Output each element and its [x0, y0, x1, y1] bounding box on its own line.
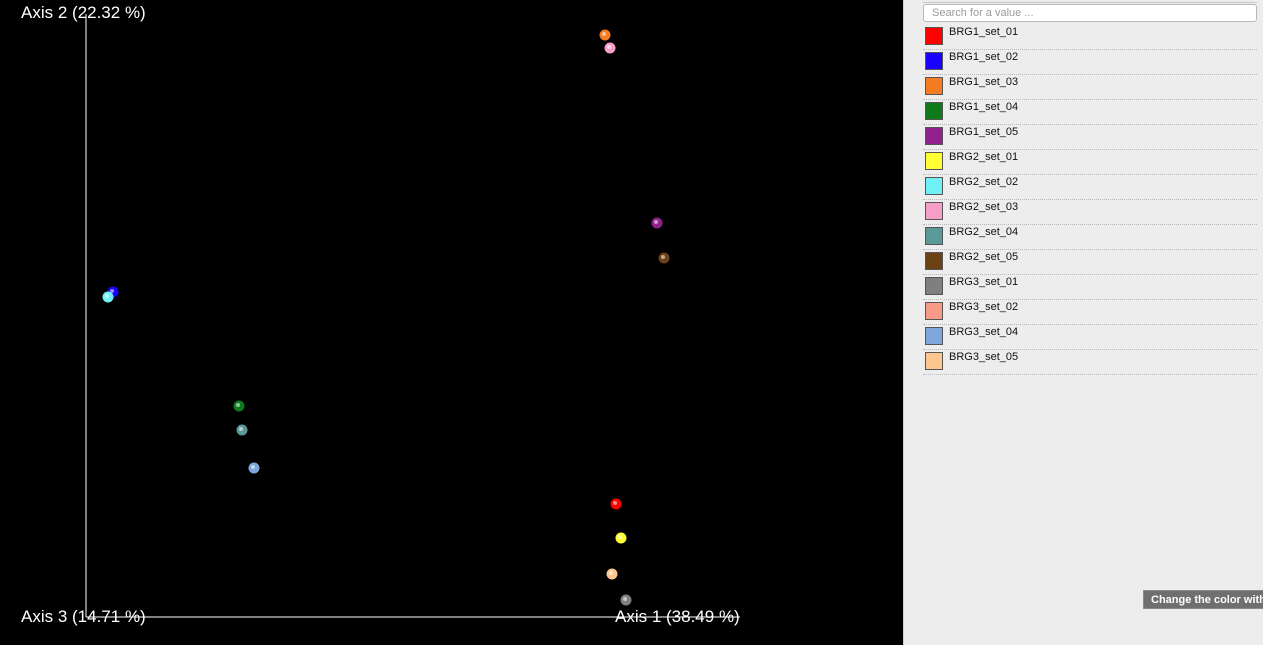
legend-label: BRG2_set_05 [949, 251, 1019, 263]
sample-point-highlight [236, 403, 240, 407]
legend-row[interactable]: BRG2_set_01 [923, 150, 1257, 175]
sample-point-highlight [623, 597, 627, 601]
legend-row[interactable]: BRG1_set_05 [923, 125, 1257, 150]
plot-canvas[interactable] [0, 0, 903, 645]
sample-point-highlight [110, 289, 114, 293]
sample-point-highlight [654, 220, 658, 224]
color-swatch[interactable] [925, 127, 943, 145]
legend-row[interactable]: BRG2_set_03 [923, 200, 1257, 225]
sample-point-highlight [602, 32, 606, 36]
legend-row[interactable]: BRG1_set_01 [923, 25, 1257, 50]
color-swatch[interactable] [925, 27, 943, 45]
axis-1-label: Axis 1 (38.49 %) [615, 607, 740, 626]
legend-label: BRG3_set_02 [949, 301, 1019, 313]
legend-label: BRG3_set_05 [949, 351, 1019, 363]
color-swatch[interactable] [925, 102, 943, 120]
pcoa-plot[interactable]: Axis 2 (22.32 %) Axis 3 (14.71 %) Axis 1… [0, 0, 903, 645]
tooltip: Change the color with [1143, 590, 1263, 609]
legend-label: BRG1_set_05 [949, 126, 1019, 138]
legend-label: BRG3_set_01 [949, 276, 1019, 288]
legend-row[interactable]: BRG2_set_02 [923, 175, 1257, 200]
axis-2-label: Axis 2 (22.32 %) [21, 3, 146, 22]
legend-row[interactable]: BRG3_set_01 [923, 275, 1257, 300]
legend-row[interactable]: BRG1_set_04 [923, 100, 1257, 125]
legend-label: BRG2_set_02 [949, 176, 1019, 188]
legend-label: BRG1_set_01 [949, 26, 1019, 38]
sample-points [102, 29, 670, 606]
color-swatch[interactable] [925, 252, 943, 270]
legend-row[interactable]: BRG3_set_05 [923, 350, 1257, 375]
color-swatch[interactable] [925, 327, 943, 345]
legend-row[interactable]: BRG3_set_04 [923, 325, 1257, 350]
legend-list: BRG1_set_01 BRG1_set_02 BRG1_set_03 BRG1_se… [923, 25, 1257, 375]
color-legend-panel: BRG1_set_01 BRG1_set_02 BRG1_set_03 BRG1_se… [903, 0, 1263, 645]
color-swatch[interactable] [925, 352, 943, 370]
legend-row[interactable]: BRG1_set_03 [923, 75, 1257, 100]
legend-label: BRG1_set_04 [949, 101, 1019, 113]
color-swatch[interactable] [925, 177, 943, 195]
color-swatch[interactable] [925, 152, 943, 170]
color-swatch[interactable] [925, 77, 943, 95]
search-input[interactable] [923, 4, 1257, 22]
legend-label: BRG2_set_01 [949, 151, 1019, 163]
legend-row[interactable]: BRG2_set_04 [923, 225, 1257, 250]
legend-label: BRG3_set_04 [949, 326, 1019, 338]
legend-row[interactable]: BRG2_set_05 [923, 250, 1257, 275]
sample-point-highlight [251, 465, 255, 469]
legend-row[interactable]: BRG1_set_02 [923, 50, 1257, 75]
color-swatch[interactable] [925, 302, 943, 320]
legend-label: BRG1_set_02 [949, 51, 1019, 63]
sample-point-highlight [613, 501, 617, 505]
sample-point-highlight [609, 571, 613, 575]
legend-row[interactable]: BRG3_set_02 [923, 300, 1257, 325]
color-swatch[interactable] [925, 202, 943, 220]
legend-label: BRG2_set_04 [949, 226, 1019, 238]
legend-label: BRG2_set_03 [949, 201, 1019, 213]
panel-top-divider [923, 0, 1257, 3]
legend-label: BRG1_set_03 [949, 76, 1019, 88]
sample-point-highlight [105, 294, 109, 298]
color-swatch[interactable] [925, 277, 943, 295]
sample-point-highlight [618, 535, 622, 539]
axis-3-label: Axis 3 (14.71 %) [21, 607, 146, 626]
color-swatch[interactable] [925, 52, 943, 70]
sample-point-highlight [661, 255, 665, 259]
color-swatch[interactable] [925, 227, 943, 245]
sample-point-highlight [239, 427, 243, 431]
sample-point-highlight [607, 45, 611, 49]
